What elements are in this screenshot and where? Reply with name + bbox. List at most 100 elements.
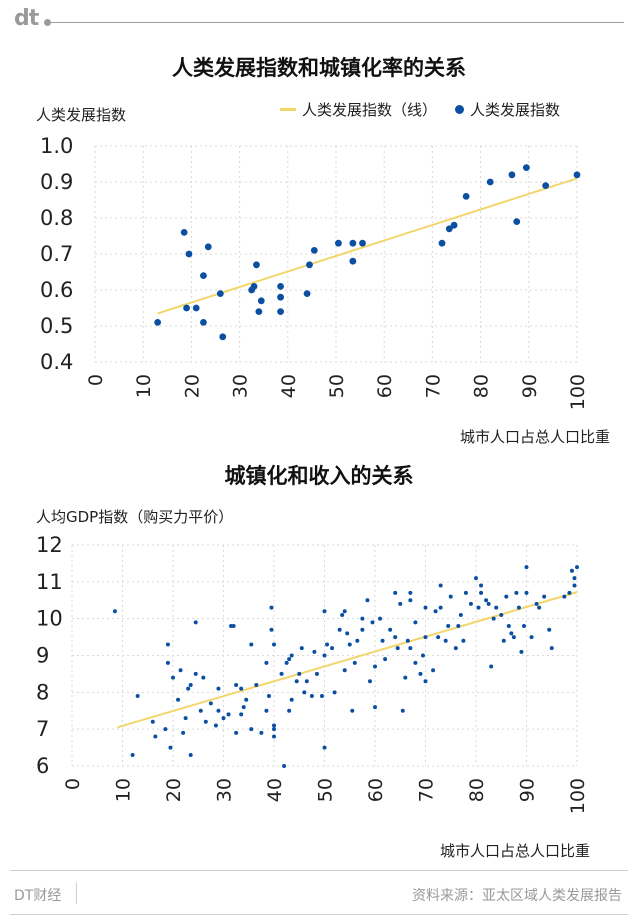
legend-dot-label: 人类发展指数 <box>470 100 561 119</box>
chart1-ylabel: 人类发展指数 <box>36 106 127 124</box>
chart2-data-point <box>453 646 458 651</box>
chart2-data-point <box>521 624 526 629</box>
chart2-data-point <box>524 590 529 595</box>
chart2-data-point <box>322 609 327 614</box>
chart2-data-point <box>282 764 287 768</box>
chart2-data-point <box>519 649 524 654</box>
chart2-data-point <box>216 686 221 691</box>
chart2-data-point <box>266 694 271 699</box>
chart1-x-tick-label: 20 <box>181 374 203 398</box>
chart2-data-point <box>226 712 231 717</box>
chart2-x-tick-label: 80 <box>466 778 488 802</box>
chart2-data-point <box>294 679 299 684</box>
chart2-data-point <box>272 723 276 728</box>
chart1-x-tick-label: 30 <box>230 374 252 398</box>
chart1-data-point <box>462 193 470 200</box>
chart1-x-tick-label: 0 <box>85 374 107 386</box>
chart2-y-tick-label: 7 <box>36 717 49 741</box>
chart2-data-point <box>299 646 304 651</box>
chart1-x-tick-label: 50 <box>326 374 348 398</box>
chart2-trend-line <box>117 591 578 729</box>
chart2-data-point <box>408 590 413 595</box>
chart2-data-point <box>468 601 473 606</box>
chart1-data-point <box>255 308 263 315</box>
chart2-data-point <box>319 694 324 699</box>
chart2-data-point <box>423 679 428 684</box>
chart2-data-point <box>501 638 506 643</box>
chart2-data-point <box>529 635 534 640</box>
chart2-x-tick-label: 70 <box>416 778 438 802</box>
chart1-data-point <box>445 225 453 233</box>
chart2-data-point <box>572 583 577 588</box>
chart1-data-point <box>200 272 207 279</box>
chart2-data-point <box>244 697 249 702</box>
chart1-data-point <box>257 297 265 305</box>
chart2-data-point <box>239 686 244 691</box>
chart2-data-point <box>130 752 135 757</box>
chart2-data-point <box>403 675 408 680</box>
chart1-xlabel: 城市人口占总人口比重 <box>459 428 610 446</box>
logo-dot-icon <box>44 19 51 26</box>
chart2-data-point <box>373 664 377 669</box>
chart2-data-point <box>486 601 491 606</box>
chart2-data-point <box>413 660 418 665</box>
chart2-x-tick-label: 60 <box>365 778 387 802</box>
chart1-x-tick-label: 70 <box>422 374 444 398</box>
chart2-data-point <box>208 701 213 706</box>
chart1-x-tick-label: 90 <box>519 374 541 398</box>
chart2-data-point <box>383 657 388 662</box>
chart2-data-point <box>549 646 554 651</box>
chart2-data-point <box>171 675 175 680</box>
chart2-y-tick-label: 11 <box>36 570 63 594</box>
chart2-data-point <box>575 565 579 570</box>
chart1-data-point <box>250 283 258 290</box>
chart1-data-point <box>438 239 446 247</box>
legend-line-swatch <box>280 107 296 111</box>
chart1-title: 人类发展指数和城镇化率的关系 <box>172 56 466 80</box>
chart2-y-tick-label: 6 <box>36 754 49 778</box>
chart2-data-point <box>330 646 335 651</box>
chart2-data-point <box>456 624 461 629</box>
chart2-data-point <box>446 624 451 629</box>
chart1-y-tick-label: 0.6 <box>40 278 73 302</box>
chart2-data-point <box>203 719 208 724</box>
chart2-data-point <box>312 649 317 654</box>
chart2-data-point <box>163 727 168 732</box>
chart2-data-point <box>304 679 309 684</box>
chart2-data-point <box>499 612 504 617</box>
chart1-data-point <box>508 171 516 179</box>
chart1-y-tick-label: 0.8 <box>40 206 73 230</box>
chart1-data-point <box>349 257 357 265</box>
chart2-data-point <box>534 601 539 606</box>
chart2-data-point <box>181 730 186 735</box>
chart2-data-point <box>489 664 494 669</box>
chart2-data-point <box>423 605 428 610</box>
chart2-y-tick-label: 12 <box>36 533 63 557</box>
chart2-data-point <box>178 668 183 673</box>
chart2-xlabel: 城市人口占总人口比重 <box>439 842 590 860</box>
chart2-y-tick-label: 10 <box>36 607 63 631</box>
chart2-y-tick-label: 9 <box>36 644 49 668</box>
chart2-data-point <box>494 605 499 610</box>
chart2-data-point <box>388 627 393 632</box>
chart2-data-point <box>355 638 360 643</box>
chart2-data-point <box>345 631 350 636</box>
chart1-y-tick-label: 0.9 <box>40 170 73 194</box>
chart1-y-tick-label: 1.0 <box>40 134 73 158</box>
chart2-data-point <box>332 690 337 695</box>
legend-line-label: 人类发展指数（线） <box>302 100 438 119</box>
chart2-data-point <box>322 653 327 658</box>
dt-logo: dt <box>14 6 39 31</box>
chart2-x-tick-label: 90 <box>517 778 539 802</box>
chart2-data-point <box>112 609 117 614</box>
chart2-data-point <box>438 605 443 610</box>
chart2-data-point <box>272 642 276 647</box>
chart1-data-point <box>486 178 494 186</box>
chart2-data-point <box>309 694 314 699</box>
chart2-x-tick-label: 40 <box>264 778 286 802</box>
chart2-data-point <box>436 635 441 640</box>
chart1-data-point <box>277 308 284 315</box>
chart2-data-point <box>542 594 547 599</box>
chart2-data-point <box>234 682 239 687</box>
chart1-data-point <box>573 171 581 179</box>
